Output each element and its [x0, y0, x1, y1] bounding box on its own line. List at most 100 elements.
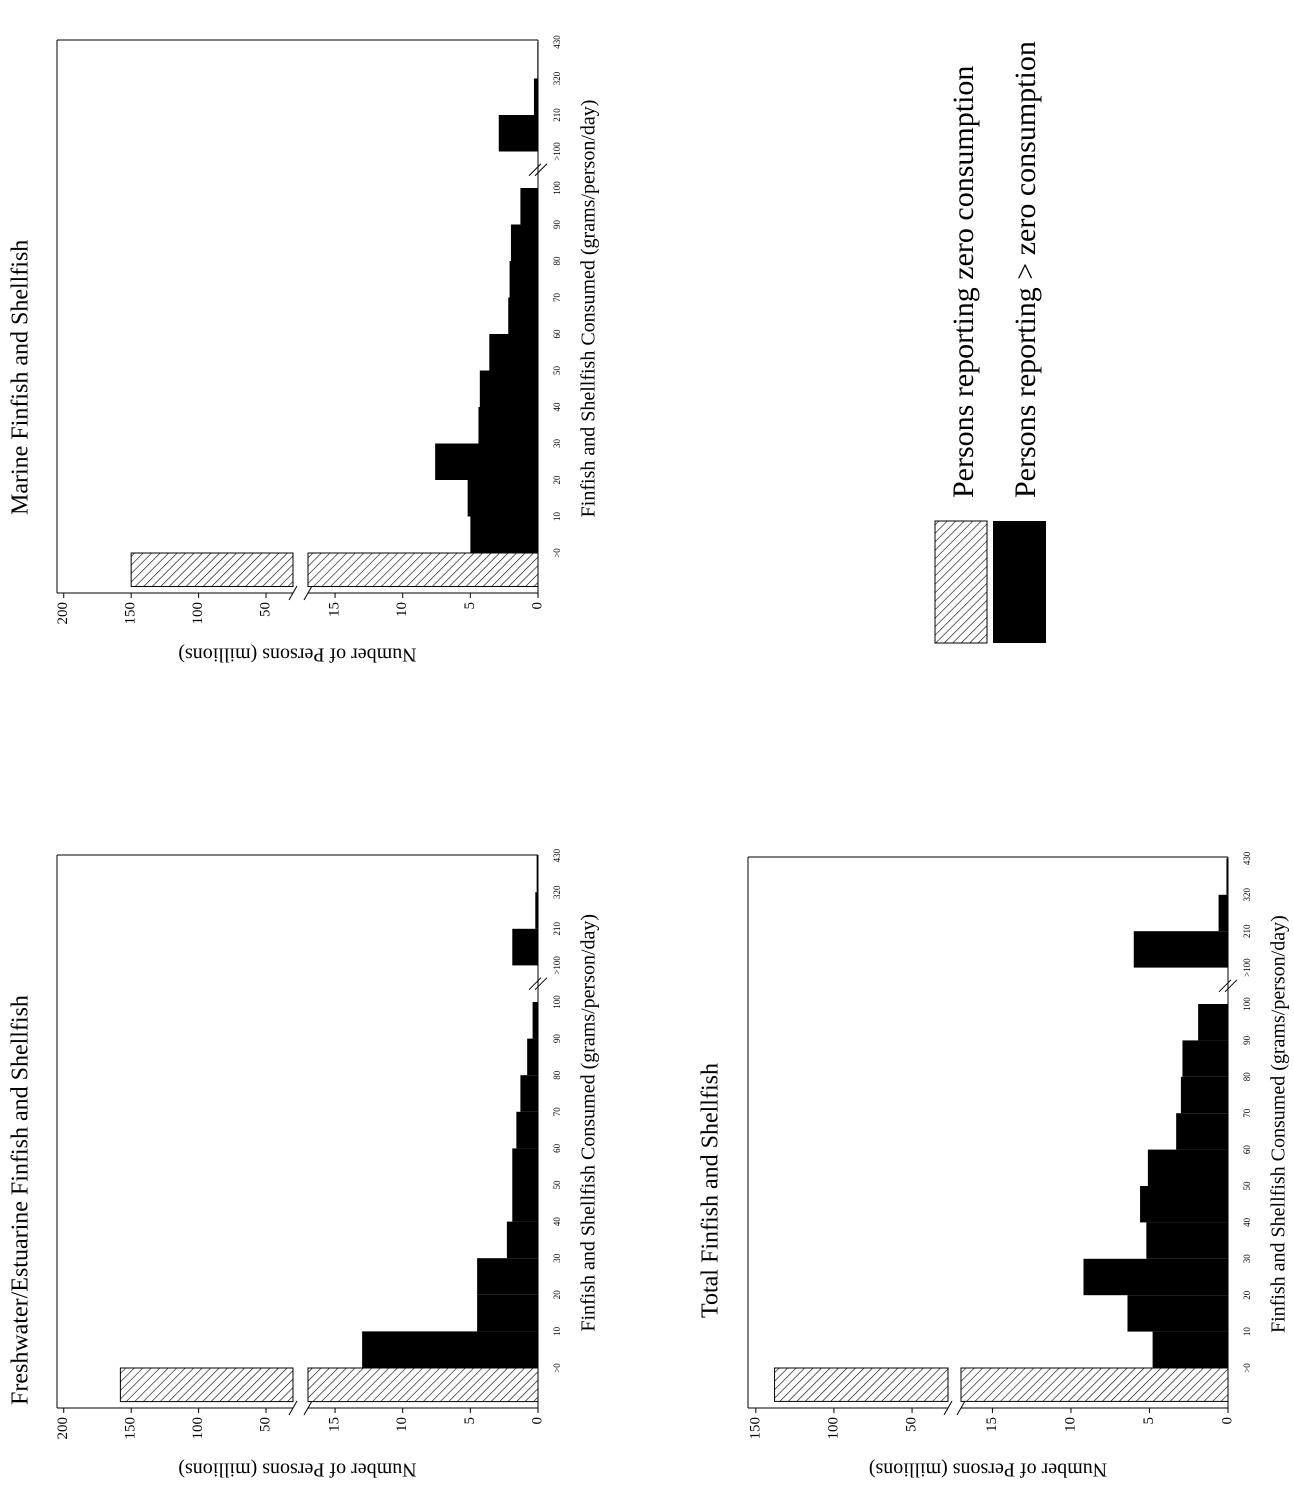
axis-break	[534, 163, 548, 177]
bar	[477, 1294, 538, 1332]
bar	[467, 480, 538, 517]
bar	[478, 407, 538, 444]
bar	[537, 42, 538, 79]
y-axis-title: Number of Persons (millions)	[178, 1458, 416, 1480]
bar	[1182, 1040, 1228, 1077]
value-tick-label: 10	[394, 1417, 410, 1432]
bin-label: 50	[552, 366, 562, 376]
bar	[533, 78, 538, 115]
bin-label: 20	[552, 475, 562, 485]
axis-break	[288, 585, 298, 601]
bar	[512, 928, 538, 966]
bar	[489, 334, 538, 371]
zero-bar	[774, 1367, 949, 1402]
chart-title: Freshwater/Estuarine Finfish and Shellfi…	[8, 995, 34, 1405]
bin-label: 80	[1242, 1072, 1252, 1082]
bar	[1127, 1295, 1228, 1332]
bin-label: 20	[1242, 1290, 1252, 1300]
value-tick-label: 200	[55, 1417, 71, 1440]
bin-label: 430	[552, 848, 562, 862]
x-axis-title: Finfish and Shellfish Consumed (grams/pe…	[1268, 915, 1290, 1333]
value-tick-label: 100	[190, 1417, 206, 1440]
bar	[435, 443, 538, 480]
bin-label: 90	[1242, 1035, 1252, 1045]
bin-label: >100	[552, 956, 562, 975]
axis-break	[534, 977, 548, 991]
zero-bar	[960, 1367, 1229, 1402]
value-tick-label: 150	[123, 602, 139, 625]
legend-label: Persons reporting > zero consumption	[1009, 41, 1042, 498]
bin-label: 60	[552, 1143, 562, 1153]
value-tick-label: 15	[326, 602, 342, 617]
bar	[477, 1258, 538, 1295]
bin-label: 30	[552, 439, 562, 449]
bar	[509, 261, 538, 298]
bin-label: 30	[552, 1253, 562, 1263]
bar	[470, 516, 538, 553]
bar	[479, 370, 538, 407]
bin-label: >0	[1242, 1363, 1252, 1373]
value-tick-label: 0	[529, 602, 545, 610]
bin-label: 70	[1242, 1108, 1252, 1118]
axis-break	[528, 163, 542, 177]
value-tick-label: 5	[462, 1417, 478, 1425]
bar	[516, 1111, 538, 1149]
bar	[535, 892, 538, 929]
value-tick-label: 5	[1141, 1417, 1157, 1425]
bar	[498, 115, 538, 152]
value-tick-label: 5	[462, 602, 478, 610]
bin-label: 320	[552, 885, 562, 899]
value-tick-label: 100	[190, 602, 206, 625]
value-tick-label: 150	[747, 1417, 763, 1440]
value-tick-label: 150	[123, 1417, 139, 1440]
bin-label: 60	[1242, 1145, 1252, 1155]
axis-break	[1224, 979, 1238, 993]
axis-break	[943, 1400, 953, 1416]
bin-label: 100	[1242, 997, 1252, 1011]
bar	[532, 1002, 538, 1039]
bin-label: 90	[552, 1034, 562, 1044]
axis-break	[303, 1400, 313, 1416]
axis-break	[956, 1400, 966, 1416]
bin-label: 10	[552, 512, 562, 522]
bar	[512, 1148, 538, 1185]
y-axis-title: Number of Persons (millions)	[869, 1458, 1107, 1480]
value-tick-label: 10	[1062, 1417, 1078, 1432]
zero-bar	[307, 1367, 539, 1403]
bin-label: 100	[552, 995, 562, 1009]
bin-label: 320	[1242, 888, 1252, 902]
bin-label: 210	[552, 922, 562, 936]
value-tick-label: 50	[257, 1417, 273, 1432]
zero-bar	[119, 1367, 294, 1403]
bin-label: 20	[552, 1290, 562, 1300]
bin-label: 210	[552, 108, 562, 122]
bin-label: 40	[552, 1217, 562, 1227]
bar	[520, 1075, 538, 1112]
legend-swatch-nonzero	[993, 521, 1046, 643]
bar	[1218, 894, 1228, 932]
bar	[510, 224, 538, 261]
value-tick-label: 15	[984, 1417, 1000, 1432]
axis-break	[1218, 979, 1232, 993]
bin-label: >0	[552, 1363, 562, 1373]
bin-label: 100	[552, 181, 562, 195]
bin-label: 40	[1242, 1217, 1252, 1227]
bar	[1083, 1258, 1228, 1296]
legend-label: Persons reporting zero consumption	[947, 66, 980, 498]
bin-label: 70	[552, 1107, 562, 1117]
bar	[1226, 858, 1228, 895]
value-tick-label: 50	[257, 602, 273, 617]
bin-label: 30	[1242, 1254, 1252, 1264]
x-axis-title: Finfish and Shellfish Consumed (grams/pe…	[578, 100, 600, 518]
value-tick-label: 0	[529, 1417, 545, 1425]
bin-label: 430	[552, 35, 562, 49]
bin-label: 210	[1242, 924, 1252, 938]
bar	[1140, 1186, 1228, 1223]
bar	[508, 297, 538, 334]
zero-bar	[130, 552, 294, 587]
bin-label: 90	[552, 220, 562, 230]
bar	[506, 1221, 538, 1259]
bar	[1146, 1222, 1228, 1259]
bin-label: 80	[552, 256, 562, 266]
